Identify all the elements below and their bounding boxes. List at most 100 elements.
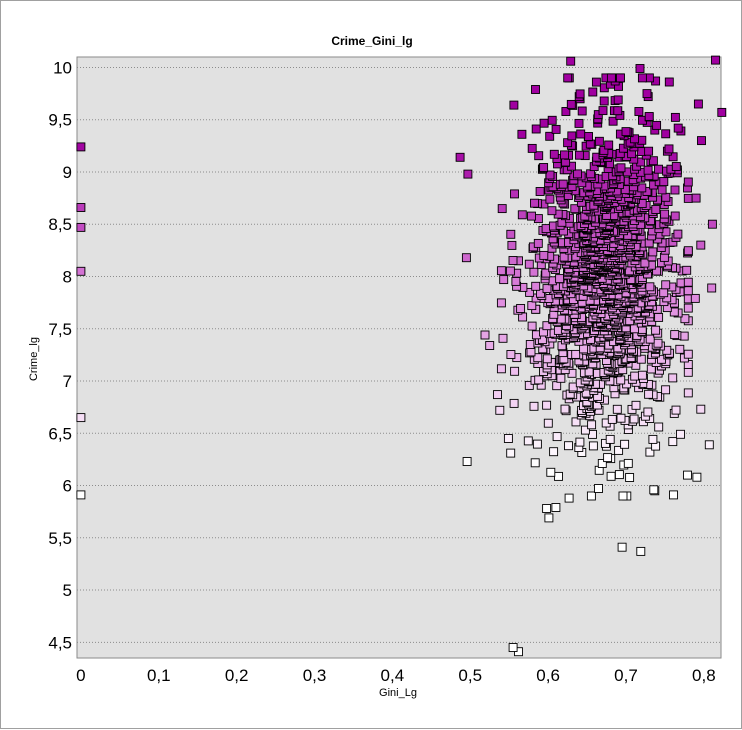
axes: 4,5 5 5,5 6 6,5 7 7,5 8 8,5 9 9,5 10 0 0,1 0,2 0,3 0,4 0,… bbox=[48, 58, 715, 685]
data-point bbox=[551, 124, 561, 134]
data-point bbox=[664, 77, 674, 87]
data-point bbox=[541, 224, 551, 234]
data-point bbox=[621, 127, 631, 137]
x-tick-label: 0,2 bbox=[225, 666, 249, 685]
data-point bbox=[683, 349, 693, 359]
data-point bbox=[613, 106, 623, 116]
data-point bbox=[542, 321, 552, 331]
data-point bbox=[683, 388, 693, 398]
data-point bbox=[645, 447, 655, 457]
data-point bbox=[552, 381, 562, 391]
y-tick-label: 8 bbox=[63, 267, 72, 286]
data-point bbox=[657, 185, 667, 195]
data-point bbox=[630, 134, 639, 144]
y-tick-label: 4,5 bbox=[48, 633, 72, 652]
data-point bbox=[651, 205, 661, 214]
data-point bbox=[527, 301, 537, 311]
data-point bbox=[571, 417, 581, 427]
data-point bbox=[664, 144, 674, 154]
data-point bbox=[505, 266, 515, 276]
data-point bbox=[636, 147, 646, 157]
data-point bbox=[534, 151, 544, 161]
data-point bbox=[531, 85, 540, 94]
data-point bbox=[534, 375, 544, 385]
data-point bbox=[671, 162, 681, 171]
data-point bbox=[525, 287, 535, 297]
y-tick-label: 9 bbox=[63, 163, 72, 182]
data-point bbox=[524, 380, 534, 390]
data-point bbox=[529, 267, 539, 277]
data-point bbox=[598, 106, 608, 116]
data-point bbox=[542, 284, 552, 294]
data-point bbox=[616, 163, 626, 173]
data-point bbox=[503, 434, 513, 443]
data-point bbox=[711, 55, 720, 65]
data-point bbox=[527, 321, 537, 331]
data-point bbox=[461, 253, 471, 263]
data-point bbox=[597, 459, 607, 468]
data-point bbox=[525, 340, 535, 349]
data-point bbox=[499, 275, 509, 285]
data-point bbox=[556, 373, 566, 383]
data-point bbox=[527, 143, 537, 153]
data-point bbox=[608, 116, 618, 126]
data-point bbox=[551, 503, 561, 512]
data-point bbox=[651, 325, 661, 335]
data-point bbox=[566, 56, 576, 66]
data-point bbox=[545, 170, 555, 180]
data-point bbox=[648, 156, 658, 166]
data-point bbox=[542, 354, 552, 364]
data-point bbox=[531, 124, 541, 134]
data-point bbox=[669, 490, 678, 500]
data-point bbox=[498, 333, 508, 343]
data-point bbox=[517, 129, 527, 139]
data-point bbox=[531, 281, 541, 291]
data-point bbox=[670, 185, 680, 195]
y-axis-title: Crime_lg bbox=[28, 337, 40, 381]
data-point bbox=[536, 288, 545, 298]
data-point bbox=[659, 177, 669, 187]
data-point bbox=[518, 312, 528, 322]
x-axis-title: Gini_Lg bbox=[379, 687, 417, 699]
data-point bbox=[676, 278, 686, 288]
data-point bbox=[644, 146, 654, 156]
scatter-points bbox=[76, 55, 727, 657]
y-tick-label: 9,5 bbox=[48, 111, 72, 130]
data-point bbox=[604, 140, 614, 150]
data-point bbox=[676, 429, 685, 439]
data-point bbox=[660, 209, 670, 219]
data-point bbox=[636, 546, 646, 556]
data-point bbox=[564, 441, 573, 451]
data-point bbox=[547, 206, 557, 216]
data-point bbox=[683, 193, 693, 203]
data-point bbox=[644, 112, 654, 121]
data-point bbox=[554, 471, 563, 481]
x-tick-label: 0,6 bbox=[536, 666, 560, 685]
data-point bbox=[668, 437, 678, 447]
data-point bbox=[690, 293, 700, 303]
data-point bbox=[508, 256, 518, 265]
data-point bbox=[496, 266, 506, 276]
data-point bbox=[539, 163, 549, 172]
data-point bbox=[607, 414, 617, 424]
data-point bbox=[539, 118, 549, 128]
data-point bbox=[599, 145, 609, 155]
data-point bbox=[640, 258, 650, 268]
data-point bbox=[507, 240, 517, 250]
data-point bbox=[493, 390, 502, 400]
grid-lines bbox=[77, 66, 721, 643]
data-point bbox=[648, 247, 658, 257]
data-point bbox=[555, 274, 565, 284]
data-point bbox=[643, 407, 653, 417]
data-point bbox=[510, 189, 519, 199]
data-point bbox=[630, 371, 640, 381]
data-point bbox=[76, 490, 86, 500]
data-point bbox=[637, 370, 647, 380]
x-tick-label: 0,3 bbox=[303, 666, 327, 685]
data-point bbox=[455, 152, 465, 162]
data-point bbox=[683, 367, 693, 377]
data-point bbox=[707, 283, 717, 293]
x-tick-label: 0,4 bbox=[381, 666, 405, 685]
data-point bbox=[566, 99, 576, 109]
data-point bbox=[659, 288, 669, 298]
